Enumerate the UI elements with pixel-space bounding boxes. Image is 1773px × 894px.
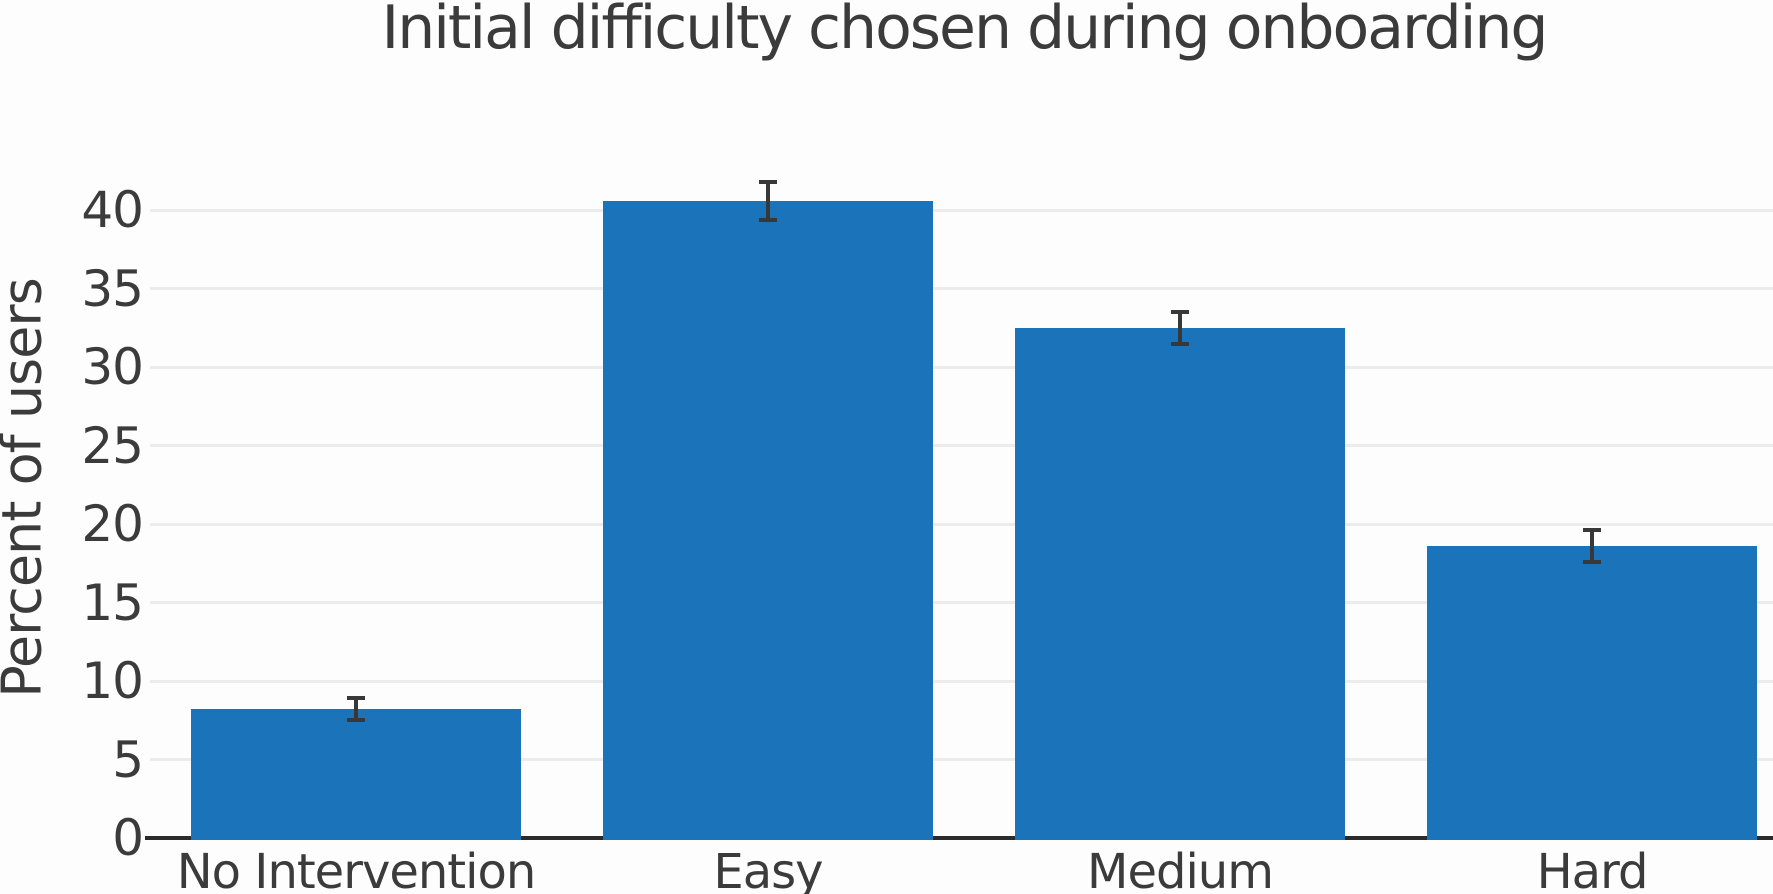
- gridline: [150, 601, 1773, 605]
- bar-easy: [603, 201, 933, 840]
- x-tick-label-no-intervention: No Intervention: [176, 844, 537, 894]
- error-bar-cap: [759, 180, 777, 185]
- gridline: [150, 287, 1773, 291]
- error-bar: [1178, 312, 1182, 344]
- y-tick-label: 5: [112, 730, 144, 789]
- x-tick-label-hard: Hard: [1536, 844, 1649, 894]
- bar-no-intervention: [191, 709, 521, 840]
- y-tick-label: 15: [81, 573, 144, 632]
- y-tick-label: 40: [81, 181, 144, 240]
- y-tick-label: 30: [81, 338, 144, 397]
- error-bar-cap: [347, 718, 365, 723]
- gridline: [150, 444, 1773, 448]
- y-tick-label: 25: [81, 416, 144, 475]
- y-tick-label: 10: [81, 652, 144, 711]
- x-tick-label-easy: Easy: [713, 844, 823, 894]
- gridline: [150, 208, 1773, 212]
- x-tick-label-medium: Medium: [1087, 844, 1274, 894]
- error-bar-cap: [347, 696, 365, 701]
- gridline: [150, 679, 1773, 683]
- error-bar-cap: [1583, 528, 1601, 533]
- error-bar-cap: [1583, 559, 1601, 564]
- bar-medium: [1015, 328, 1345, 840]
- x-axis-line: [145, 836, 1773, 840]
- y-axis-label: Percent of users: [0, 278, 54, 698]
- y-tick-label: 0: [112, 809, 144, 867]
- error-bar-cap: [1171, 310, 1189, 315]
- error-bar-cap: [759, 217, 777, 222]
- gridline: [150, 758, 1773, 762]
- error-bar-cap: [1171, 341, 1189, 346]
- error-bar: [354, 698, 358, 721]
- bar-hard: [1427, 546, 1757, 840]
- gridline: [150, 522, 1773, 526]
- gridline: [150, 365, 1773, 369]
- error-bar: [1590, 530, 1594, 562]
- chart-title: Initial difficulty chosen during onboard…: [381, 0, 1549, 63]
- y-tick-label: 35: [81, 259, 144, 318]
- y-tick-label: 20: [81, 495, 144, 554]
- error-bar: [766, 182, 770, 220]
